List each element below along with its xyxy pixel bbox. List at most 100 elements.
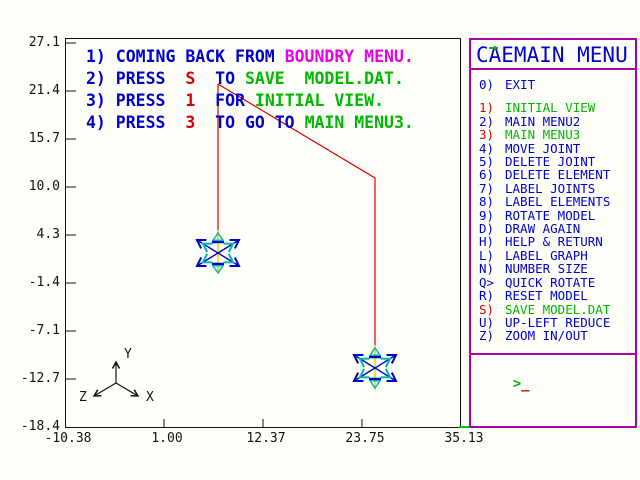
menu-item-label: ROTATE MODEL (505, 207, 596, 223)
menu-item-key: 1) (479, 100, 495, 116)
instruction-segment: 2) PRESS (86, 69, 186, 88)
cursor-artifact (489, 47, 498, 49)
instruction-segment: TO (195, 69, 245, 88)
menu-item-exit[interactable]: 0) EXIT (479, 77, 635, 92)
y-tick-label: -7.1 (28, 323, 60, 338)
instruction-line: 3) PRESS 1 FOR INITIAL VIEW. (86, 90, 414, 112)
menu-item-number-size[interactable]: N) NUMBER SIZE (479, 261, 635, 277)
command-prompt[interactable]: >_ (479, 360, 530, 408)
menu-item-key: L) (479, 247, 495, 263)
menu-divider (469, 353, 637, 355)
instruction-segment: S (185, 69, 196, 88)
menu-item-label: NUMBER SIZE (505, 261, 588, 277)
instruction-segment: 4) PRESS (86, 113, 186, 132)
instruction-segment: BOUNDRY MENU. (284, 47, 414, 66)
instruction-segment: 3 (185, 113, 196, 132)
menu-item-key: H) (479, 234, 495, 250)
menu-item-label-elements[interactable]: 8) LABEL ELEMENTS (479, 194, 635, 210)
menu-item-main-menu2[interactable]: 2) MAIN MENU2 (479, 113, 635, 129)
menu-title: CAEMAIN MENU (476, 43, 628, 67)
menu-item-label: MAIN MENU3 (505, 127, 581, 143)
menu-item-label: UP-LEFT REDUCE (505, 314, 611, 330)
menu-item-key: Q> (479, 274, 495, 290)
menu-item-label-joints[interactable]: 7) LABEL JOINTS (479, 180, 635, 196)
y-tick-label: -18.4 (20, 419, 60, 434)
y-tick-label: 4.3 (36, 227, 60, 242)
instruction-line: 2) PRESS S TO SAVE MODEL.DAT. (86, 68, 414, 90)
menu-item-key: 8) (479, 194, 495, 210)
menu-item-key: 2) (479, 113, 495, 129)
y-tick-label: 27.1 (28, 35, 60, 50)
menu-item-label: MAIN MENU2 (505, 113, 581, 129)
menu-item-key: N) (479, 261, 495, 277)
menu-item-key: 6) (479, 167, 495, 183)
menu-item-label: RESET MODEL (505, 288, 588, 304)
menu-item-main-menu3[interactable]: 3) MAIN MENU3 (479, 127, 635, 143)
instruction-segment: MAIN MENU3. (304, 113, 414, 132)
x-tick-label: 12.37 (246, 431, 286, 446)
prompt-symbol: > (512, 376, 522, 392)
menu-item-key: D) (479, 221, 495, 237)
x-tick-label: -10.38 (44, 431, 92, 446)
menu-item-key: U) (479, 314, 495, 330)
menu-panel: CAEMAIN MENU 0) EXIT 1) INITIAL VIEW 2) MAIN … (469, 38, 637, 428)
menu-item-initial-view[interactable]: 1) INITIAL VIEW (479, 100, 635, 116)
menu-item-key: 7) (479, 180, 495, 196)
menu-item-key: S) (479, 301, 495, 317)
x-tick-label: 23.75 (345, 431, 385, 446)
instruction-segment: SAVE MODEL.DAT. (244, 69, 404, 88)
menu-item-rotate-model[interactable]: 9) ROTATE MODEL (479, 207, 635, 223)
menu-title-bar: CAEMAIN MENU (471, 40, 635, 70)
menu-item-label: LABEL GRAPH (505, 247, 588, 263)
instruction-segment: 1 (185, 91, 196, 110)
menu-item-label: ZOOM IN/OUT (505, 328, 588, 344)
x-tick-label: 35.13 (444, 431, 484, 446)
menu-item-key: R) (479, 288, 495, 304)
menu-item-key: 5) (479, 154, 495, 170)
x-tick-label: 1.00 (151, 431, 183, 446)
menu-item-label: LABEL JOINTS (505, 180, 596, 196)
instruction-messages: 1) COMING BACK FROM BOUNDRY MENU. 2) PRES… (86, 46, 414, 134)
menu-item-zoom-in-out[interactable]: Z) ZOOM IN/OUT (479, 328, 635, 344)
instruction-segment: INITIAL VIEW. (254, 91, 385, 110)
menu-item-save-model[interactable]: S) SAVE MODEL.DAT (479, 301, 635, 317)
menu-item-key: 3) (479, 127, 495, 143)
menu-item-label: DELETE ELEMENT (505, 167, 611, 183)
instruction-segment: TO GO TO (195, 113, 305, 132)
instruction-line: 4) PRESS 3 TO GO TO MAIN MENU3. (86, 112, 414, 134)
instruction-segment: 3) PRESS (86, 91, 186, 110)
menu-item-label: DELETE JOINT (505, 154, 596, 170)
prompt-cursor: _ (521, 376, 530, 392)
menu-item-quick-rotate[interactable]: Q> QUICK ROTATE (479, 274, 635, 290)
menu-item-up-left-reduce[interactable]: U) UP-LEFT REDUCE (479, 314, 635, 330)
menu-item-reset-model[interactable]: R) RESET MODEL (479, 288, 635, 304)
y-tick-label: 15.7 (28, 131, 60, 146)
instruction-line: 1) COMING BACK FROM BOUNDRY MENU. (86, 46, 414, 68)
menu-item-key: 4) (479, 140, 495, 156)
axis-end-mark (459, 426, 470, 428)
menu-item-key: 0) (479, 77, 495, 92)
menu-item-key: 9) (479, 207, 495, 223)
y-tick-label: 21.4 (28, 83, 60, 98)
menu-item-label: HELP & RETURN (505, 234, 603, 250)
y-tick-label: 10.0 (28, 179, 60, 194)
model-viewport[interactable] (65, 38, 461, 428)
menu-item-label: EXIT (505, 77, 536, 92)
y-tick-label: -1.4 (28, 275, 60, 290)
menu-item-label: LABEL ELEMENTS (505, 194, 611, 210)
y-tick-label: -12.7 (20, 371, 60, 386)
menu-list: 0) EXIT 1) INITIAL VIEW 2) MAIN MENU2 3) MAIN M… (471, 70, 635, 343)
instruction-segment: 1) COMING BACK FROM (86, 47, 285, 66)
menu-item-key: Z) (479, 328, 495, 344)
instruction-segment: FOR (195, 91, 255, 110)
menu-item-label: INITIAL VIEW (505, 100, 596, 116)
menu-item-delete-joint[interactable]: 5) DELETE JOINT (479, 154, 635, 170)
menu-item-label-graph[interactable]: L) LABEL GRAPH (479, 247, 635, 263)
menu-item-help-return[interactable]: H) HELP & RETURN (479, 234, 635, 250)
menu-item-draw-again[interactable]: D) DRAW AGAIN (479, 221, 635, 237)
menu-item-move-joint[interactable]: 4) MOVE JOINT (479, 140, 635, 156)
menu-item-label: DRAW AGAIN (505, 221, 581, 237)
menu-item-label: MOVE JOINT (505, 140, 581, 156)
menu-item-delete-element[interactable]: 6) DELETE ELEMENT (479, 167, 635, 183)
menu-item-label: SAVE MODEL.DAT (505, 301, 611, 317)
